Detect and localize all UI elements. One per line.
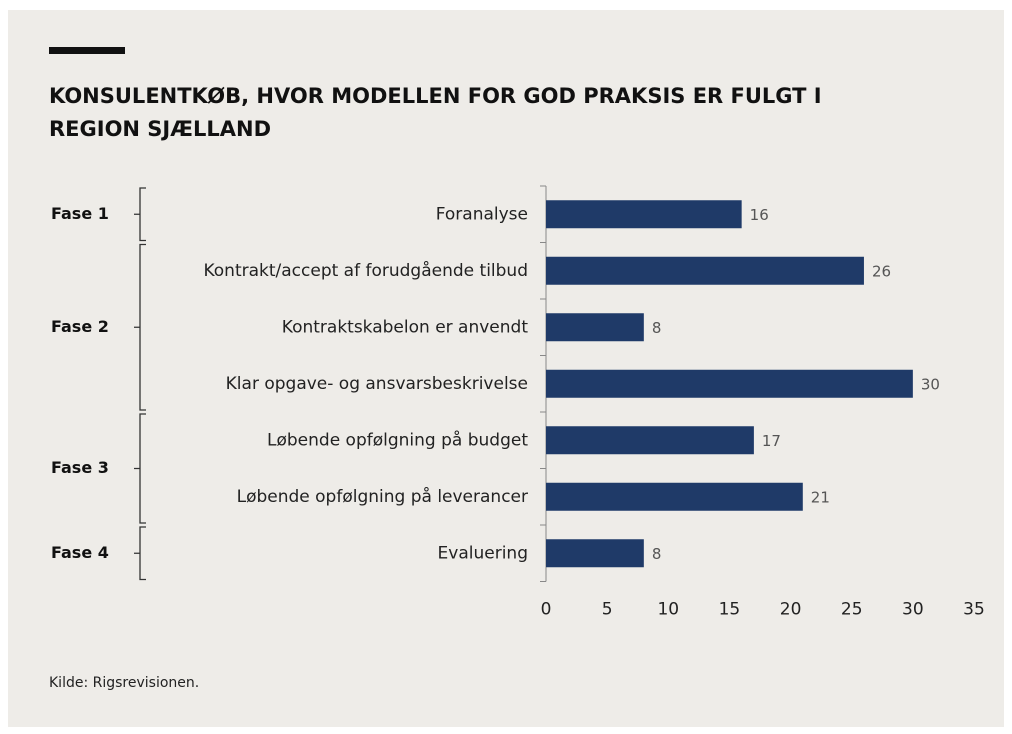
category-label: Klar opgave- og ansvarsbeskrivelse bbox=[226, 374, 528, 394]
category-label: Løbende opfølgning på budget bbox=[267, 429, 528, 450]
value-label: 26 bbox=[872, 262, 891, 280]
x-tick-label: 5 bbox=[602, 600, 613, 620]
category-label: Foranalyse bbox=[436, 204, 528, 224]
bar bbox=[546, 369, 913, 398]
group-label: Fase 3 bbox=[51, 458, 109, 477]
chart-title: KONSULENTKØB, HVOR MODELLEN FOR GOD PRAK… bbox=[49, 84, 822, 108]
bar bbox=[546, 200, 742, 229]
group-label: Fase 1 bbox=[51, 204, 109, 223]
value-label: 21 bbox=[811, 488, 830, 506]
bar bbox=[546, 256, 864, 285]
group-bracket bbox=[134, 413, 146, 524]
x-tick-label: 10 bbox=[657, 600, 679, 620]
group-label: Fase 2 bbox=[51, 317, 109, 336]
bar bbox=[546, 482, 803, 511]
group-label: Fase 4 bbox=[51, 543, 109, 562]
category-label: Løbende opfølgning på leverancer bbox=[237, 486, 528, 507]
source: Kilde: Rigsrevisionen. bbox=[49, 675, 199, 691]
x-tick-label: 0 bbox=[541, 600, 552, 620]
group-bracket bbox=[134, 187, 146, 242]
group-bracket bbox=[134, 243, 146, 411]
accent-bar bbox=[49, 47, 125, 54]
x-tick-label: 35 bbox=[963, 600, 985, 620]
value-label: 30 bbox=[921, 375, 940, 393]
bar bbox=[546, 426, 754, 455]
chart-title: REGION SJÆLLAND bbox=[49, 117, 271, 141]
bar bbox=[546, 313, 644, 342]
value-label: 17 bbox=[762, 432, 781, 450]
x-tick-label: 20 bbox=[780, 600, 802, 620]
value-label: 8 bbox=[652, 319, 662, 337]
group-bracket bbox=[134, 526, 146, 581]
category-label: Kontrakt/accept af forudgående tilbud bbox=[203, 260, 528, 281]
panel bbox=[8, 10, 1004, 727]
x-tick-label: 15 bbox=[719, 600, 741, 620]
category-label: Kontraktskabelon er anvendt bbox=[282, 317, 529, 337]
x-tick-label: 30 bbox=[902, 600, 924, 620]
value-label: 16 bbox=[750, 206, 769, 224]
bar bbox=[546, 539, 644, 568]
value-label: 8 bbox=[652, 545, 662, 563]
x-tick-label: 25 bbox=[841, 600, 863, 620]
category-label: Evaluering bbox=[438, 543, 528, 563]
